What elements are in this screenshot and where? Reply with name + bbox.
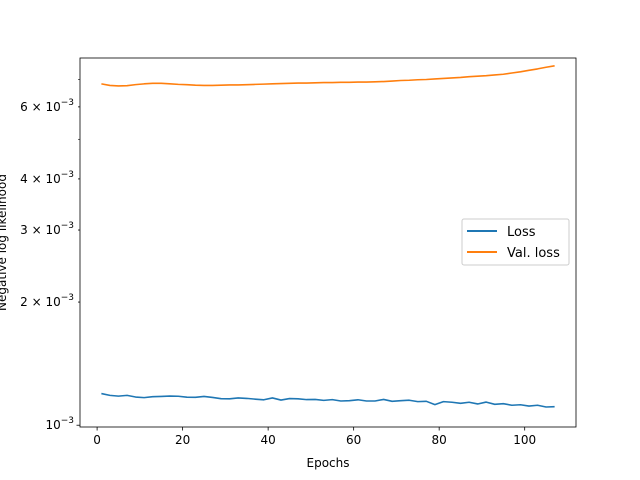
y-tick-label: 4 × 10−3 xyxy=(20,170,74,186)
x-tick-label: 20 xyxy=(175,433,190,447)
y-tick-label: 2 × 10−3 xyxy=(20,293,74,309)
x-tick-label: 40 xyxy=(260,433,275,447)
x-axis-label: Epochs xyxy=(307,456,350,470)
y-tick-label: 10−3 xyxy=(45,416,74,432)
legend: Loss Val. loss xyxy=(461,218,570,266)
x-tick-label: 60 xyxy=(346,433,361,447)
series-lines xyxy=(101,65,555,408)
legend-label-val-loss: Val. loss xyxy=(507,246,560,261)
axis-ticks: 0 20 40 60 80 100 10−3 2 × 10−3 3 × 10−3 4 × 10−3… xyxy=(20,79,536,447)
x-tick-label: 100 xyxy=(513,433,536,447)
y-axis-label: Negative log likelihood xyxy=(0,174,9,311)
y-tick-label: 3 × 10−3 xyxy=(20,221,74,237)
y-tick-label: 6 × 10−3 xyxy=(20,98,74,114)
series-line-val-loss xyxy=(101,65,555,87)
series-line-loss xyxy=(101,392,555,408)
x-tick-label: 0 xyxy=(93,433,101,447)
x-tick-label: 80 xyxy=(432,433,447,447)
axes-frame xyxy=(79,57,577,428)
legend-label-loss: Loss xyxy=(507,225,536,240)
